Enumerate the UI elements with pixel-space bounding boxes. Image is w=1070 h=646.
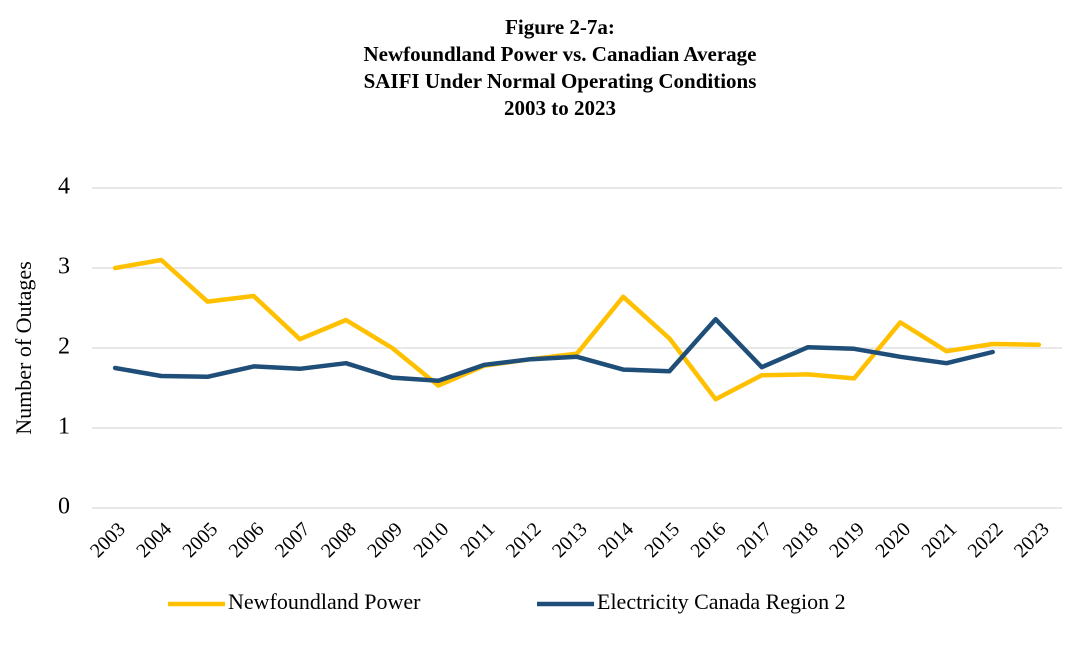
x-tick-label: 2013 — [548, 518, 592, 562]
x-tick-label: 2018 — [779, 518, 823, 562]
legend-label: Electricity Canada Region 2 — [597, 589, 846, 614]
y-axis-label: Number of Outages — [11, 261, 36, 435]
data-line — [112, 316, 995, 384]
y-tick-label: 1 — [58, 414, 70, 440]
x-tick-label: 2012 — [502, 518, 546, 562]
x-tick-label: 2022 — [964, 518, 1008, 562]
x-tick-label: 2010 — [409, 518, 453, 562]
x-tick-label: 2017 — [733, 518, 777, 562]
y-tick-label: 0 — [58, 494, 70, 520]
y-tick-label: 2 — [58, 334, 70, 360]
legend-label: Newfoundland Power — [228, 589, 421, 614]
data-line — [112, 257, 1042, 402]
x-tick-label: 2019 — [825, 518, 869, 562]
chart-title: 2003 to 2023 — [504, 96, 616, 120]
x-tick-label: 2006 — [225, 518, 269, 562]
x-tick-label: 2015 — [640, 518, 684, 562]
x-tick-label: 2004 — [132, 518, 176, 562]
x-tick-label: 2016 — [687, 518, 731, 562]
x-tick-label: 2021 — [917, 518, 961, 562]
x-tick-label: 2007 — [271, 518, 315, 562]
chart-title: Figure 2-7a: — [505, 15, 615, 39]
x-tick-label: 2008 — [317, 518, 361, 562]
y-tick-label: 4 — [58, 174, 70, 200]
chart-title: SAIFI Under Normal Operating Conditions — [364, 69, 757, 93]
chart-title: Newfoundland Power vs. Canadian Average — [363, 42, 756, 66]
x-tick-label: 2014 — [594, 518, 638, 562]
x-tick-label: 2011 — [456, 518, 499, 561]
y-tick-label: 3 — [58, 254, 70, 280]
x-tick-label: 2009 — [363, 518, 407, 562]
x-tick-label: 2023 — [1010, 518, 1054, 562]
x-tick-label: 2005 — [178, 518, 222, 562]
x-tick-label: 2020 — [871, 518, 915, 562]
x-tick-label: 2003 — [86, 518, 130, 562]
